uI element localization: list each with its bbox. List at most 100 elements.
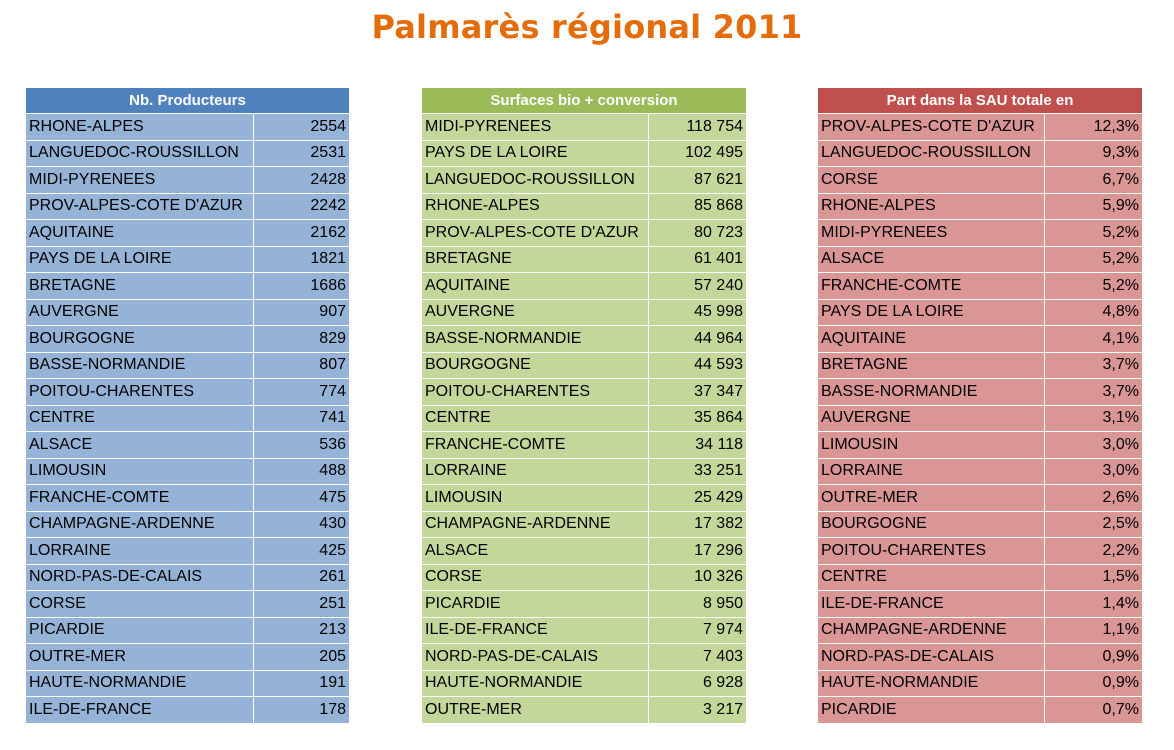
table-row: ILE-DE-FRANCE 178 <box>25 696 350 724</box>
table-row: PICARDIE 0,7% <box>817 696 1143 724</box>
table-row: POITOU-CHARENTES 774 <box>25 378 350 406</box>
table-row: OUTRE-MER 2,6% <box>817 484 1143 512</box>
region-cell: RHONE-ALPES <box>25 113 254 141</box>
value-cell: 7 974 <box>648 616 747 644</box>
value-cell: 425 <box>253 537 350 565</box>
value-cell: 1,5% <box>1044 563 1143 591</box>
page-title: Palmarès régional 2011 <box>371 8 803 46</box>
value-cell: 45 998 <box>648 298 747 326</box>
value-cell: 5,2% <box>1044 245 1143 273</box>
region-cell: ILE-DE-FRANCE <box>25 696 254 724</box>
table-row: BASSE-NORMANDIE 807 <box>25 351 350 379</box>
region-cell: RHONE-ALPES <box>421 192 649 220</box>
value-cell: 118 754 <box>648 113 747 141</box>
value-cell: 2531 <box>253 139 350 167</box>
table-row: RHONE-ALPES 2554 <box>25 113 350 141</box>
producers-table: Nb. Producteurs RHONE-ALPES 2554 LANGUEDOC… <box>25 87 350 724</box>
table-row: PAYS DE LA LOIRE 1821 <box>25 245 350 273</box>
table-row: POITOU-CHARENTES 2,2% <box>817 537 1143 565</box>
value-cell: 3,7% <box>1044 351 1143 379</box>
region-cell: PICARDIE <box>817 696 1045 724</box>
table-row: CENTRE 1,5% <box>817 563 1143 591</box>
table-row: BASSE-NORMANDIE 3,7% <box>817 378 1143 406</box>
value-cell: 4,8% <box>1044 298 1143 326</box>
region-cell: AUVERGNE <box>421 298 649 326</box>
value-cell: 8 950 <box>648 590 747 618</box>
value-cell: 829 <box>253 325 350 353</box>
region-cell: LIMOUSIN <box>817 431 1045 459</box>
value-cell: 205 <box>253 643 350 671</box>
region-cell: LANGUEDOC-ROUSSILLON <box>817 139 1045 167</box>
value-cell: 741 <box>253 404 350 432</box>
table-header-row: Nb. Producteurs <box>25 87 350 114</box>
region-cell: CHAMPAGNE-ARDENNE <box>421 510 649 538</box>
value-cell: 2,6% <box>1044 484 1143 512</box>
region-cell: FRANCHE-COMTE <box>421 431 649 459</box>
region-cell: ILE-DE-FRANCE <box>817 590 1045 618</box>
table-row: CORSE 10 326 <box>421 563 747 591</box>
region-cell: PAYS DE LA LOIRE <box>25 245 254 273</box>
value-cell: 1821 <box>253 245 350 273</box>
region-cell: POITOU-CHARENTES <box>817 537 1045 565</box>
region-cell: ALSACE <box>25 431 254 459</box>
region-cell: BOURGOGNE <box>421 351 649 379</box>
table-row: MIDI-PYRENEES 5,2% <box>817 219 1143 247</box>
table-row: BRETAGNE 3,7% <box>817 351 1143 379</box>
region-cell: MIDI-PYRENEES <box>25 166 254 194</box>
value-cell: 213 <box>253 616 350 644</box>
region-cell: LANGUEDOC-ROUSSILLON <box>421 166 649 194</box>
value-cell: 6,7% <box>1044 166 1143 194</box>
table-row: LIMOUSIN 488 <box>25 457 350 485</box>
table-row: CHAMPAGNE-ARDENNE 1,1% <box>817 616 1143 644</box>
region-cell: NORD-PAS-DE-CALAIS <box>25 563 254 591</box>
table-row: CORSE 251 <box>25 590 350 618</box>
value-cell: 5,2% <box>1044 272 1143 300</box>
table-row: NORD-PAS-DE-CALAIS 0,9% <box>817 643 1143 671</box>
region-cell: AQUITAINE <box>817 325 1045 353</box>
table-row: LIMOUSIN 3,0% <box>817 431 1143 459</box>
value-cell: 102 495 <box>648 139 747 167</box>
value-cell: 5,9% <box>1044 192 1143 220</box>
region-cell: CORSE <box>25 590 254 618</box>
value-cell: 1,1% <box>1044 616 1143 644</box>
table-row: NORD-PAS-DE-CALAIS 261 <box>25 563 350 591</box>
value-cell: 25 429 <box>648 484 747 512</box>
value-cell: 35 864 <box>648 404 747 432</box>
value-cell: 178 <box>253 696 350 724</box>
table-row: LANGUEDOC-ROUSSILLON 9,3% <box>817 139 1143 167</box>
table-row: LIMOUSIN 25 429 <box>421 484 747 512</box>
table-row: CHAMPAGNE-ARDENNE 430 <box>25 510 350 538</box>
table-row: AQUITAINE 57 240 <box>421 272 747 300</box>
table-row: BRETAGNE 61 401 <box>421 245 747 273</box>
table-row: PICARDIE 8 950 <box>421 590 747 618</box>
value-cell: 3,7% <box>1044 378 1143 406</box>
region-cell: OUTRE-MER <box>817 484 1045 512</box>
region-cell: CORSE <box>817 166 1045 194</box>
table-row: ALSACE 5,2% <box>817 245 1143 273</box>
table-row: PROV-ALPES-COTE D'AZUR 80 723 <box>421 219 747 247</box>
region-cell: FRANCHE-COMTE <box>817 272 1045 300</box>
table-row: BOURGOGNE 829 <box>25 325 350 353</box>
region-cell: ALSACE <box>817 245 1045 273</box>
region-cell: BRETAGNE <box>421 245 649 273</box>
value-cell: 85 868 <box>648 192 747 220</box>
table-row: RHONE-ALPES 5,9% <box>817 192 1143 220</box>
table-row: AUVERGNE 907 <box>25 298 350 326</box>
surfaces-table: Surfaces bio + conversion MIDI-PYRENEES 1… <box>421 87 747 724</box>
table-row: PAYS DE LA LOIRE 4,8% <box>817 298 1143 326</box>
value-cell: 7 403 <box>648 643 747 671</box>
region-cell: NORD-PAS-DE-CALAIS <box>817 643 1045 671</box>
region-cell: LANGUEDOC-ROUSSILLON <box>25 139 254 167</box>
region-cell: PROV-ALPES-COTE D'AZUR <box>421 219 649 247</box>
table-row: BASSE-NORMANDIE 44 964 <box>421 325 747 353</box>
region-cell: BRETAGNE <box>25 272 254 300</box>
table-row: MIDI-PYRENEES 2428 <box>25 166 350 194</box>
value-cell: 191 <box>253 669 350 697</box>
table-row: CHAMPAGNE-ARDENNE 17 382 <box>421 510 747 538</box>
value-cell: 2242 <box>253 192 350 220</box>
region-cell: HAUTE-NORMANDIE <box>421 669 649 697</box>
region-cell: LORRAINE <box>421 457 649 485</box>
table-row: LANGUEDOC-ROUSSILLON 87 621 <box>421 166 747 194</box>
value-cell: 475 <box>253 484 350 512</box>
sau-share-header: Part dans la SAU totale en <box>817 87 1143 114</box>
